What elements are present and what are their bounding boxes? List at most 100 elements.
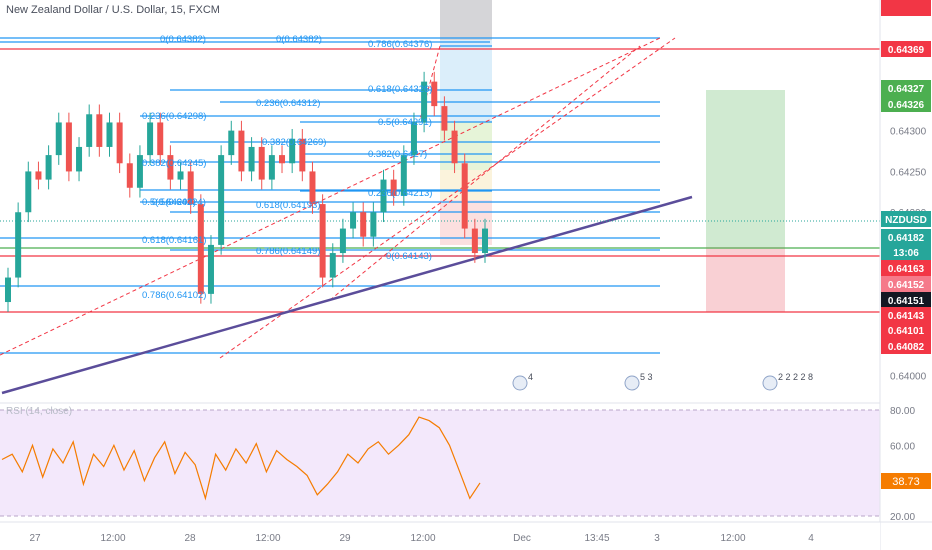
candle-body (218, 155, 225, 245)
time-tick-label: 12:00 (100, 533, 125, 544)
candle-body (339, 228, 346, 254)
candle-body (55, 122, 62, 156)
price-tick-label: 0.64000 (890, 372, 927, 383)
candle-body (65, 122, 72, 172)
price-label-box (881, 307, 931, 323)
price-label-box (881, 41, 931, 57)
time-tick-label: 4 (808, 533, 814, 544)
fib-level-label: 0.5(0.64291) (378, 117, 432, 128)
candle-body (248, 146, 255, 172)
candle-body (177, 171, 184, 180)
price-label-text: 0.64327 (888, 84, 925, 95)
candle-body (187, 171, 194, 205)
candle-body (207, 244, 214, 294)
candle-body (45, 155, 52, 180)
time-tick-label: Dec (513, 533, 531, 544)
candle-body (5, 277, 11, 303)
candle-body (319, 204, 326, 278)
fib-labels: 0(0.64382) 0(0.64382) 0.786(0.64376) 0.618(… (142, 34, 432, 301)
fib-level-label: 0(0.64382) (160, 34, 206, 45)
price-label-text: 0.64151 (888, 296, 925, 307)
fib-level-label: 0.236(0.64298) (142, 111, 206, 122)
fib-level-label: 0.5(0.64203) (142, 197, 196, 208)
event-label: 5 3 (640, 372, 653, 382)
candle-body (96, 114, 103, 147)
current-rsi-label: 38.73 (881, 473, 931, 489)
candle-body (106, 122, 113, 147)
rsi-tick-label: 60.00 (890, 441, 915, 452)
time-tick-label: 13:45 (584, 533, 609, 544)
event-icon (762, 375, 778, 391)
horizontal-lines[interactable] (0, 48, 880, 313)
candle-body (451, 130, 458, 164)
time-axis[interactable] (0, 522, 880, 550)
long-position-loss-zone[interactable] (706, 247, 785, 312)
price-label-text: 0.64082 (888, 0, 925, 3)
rsi-tick-label: 20.00 (890, 512, 915, 523)
fib-level-label: 0(0.64382) (276, 34, 322, 45)
candle-body (441, 106, 448, 131)
price-label-box (881, 96, 931, 112)
price-label-text: 13:06 (893, 248, 919, 259)
candle-body (431, 81, 438, 107)
candle-body (299, 138, 306, 172)
fib-level-label: 0.236(0.64213) (368, 188, 432, 199)
candle-body (329, 253, 336, 278)
candle-body (126, 163, 133, 188)
candle-body (461, 163, 468, 229)
event-label: 4 (528, 372, 533, 382)
price-label-text: 0.64101 (888, 326, 925, 337)
candle-body (370, 212, 377, 237)
candle-body (116, 122, 123, 164)
price-label-text: 0.64163 (888, 264, 925, 275)
price-axis-labels: 0.64369 0.64327 0.64326 NZDUSD 0.64182 13:06 0… (881, 0, 931, 354)
price-label-text: 0.64152 (888, 280, 925, 291)
time-tick-label: 27 (29, 533, 41, 544)
channel-line (329, 45, 641, 301)
candle-body (147, 122, 154, 156)
candle-body (258, 146, 265, 180)
price-label-box (881, 292, 931, 308)
candle-body (309, 171, 316, 205)
candle-body (380, 179, 387, 213)
candle-body (289, 138, 296, 164)
price-label-text: NZDUSD (885, 215, 927, 226)
fib-level-label: 0.236(0.64312) (256, 98, 320, 109)
price-tick-label: 0.64300 (890, 127, 927, 138)
candle-body (390, 179, 397, 196)
candle-body (400, 155, 407, 196)
candle-body (421, 81, 428, 123)
event-icon (512, 375, 528, 391)
event-markers[interactable]: 4 5 3 2 2 2 2 8 (512, 372, 813, 391)
fib-level-label: 0.618(0.64193) (256, 200, 320, 211)
candles (5, 71, 488, 312)
rsi-pane-background (0, 410, 880, 516)
fib-level-label: 0.786(0.64376) (368, 39, 432, 50)
price-label-box (881, 211, 931, 227)
fib-level-label: 0.382(0.64245) (142, 158, 206, 169)
channel-line (219, 37, 676, 359)
chart-title: New Zealand Dollar / U.S. Dollar, 15, FX… (6, 4, 220, 16)
price-label-box (881, 322, 931, 338)
time-axis-ticks: 27 12:00 28 12:00 29 12:00 Dec 13:45 3 12:00 4 (29, 533, 814, 544)
candle-body (136, 155, 143, 188)
time-tick-label: 12:00 (255, 533, 280, 544)
candle-body (197, 204, 204, 294)
candle-body (350, 212, 357, 229)
price-label-box (881, 0, 931, 16)
candle-body (86, 114, 93, 147)
fib-zone-green (440, 122, 492, 170)
price-label-box (881, 260, 931, 276)
price-label-text: 0.64182 (888, 233, 925, 244)
event-icon (624, 375, 640, 391)
fib-level-label: 0.382(0.64269) (262, 137, 326, 148)
trend-line[interactable] (1, 195, 693, 395)
time-tick-label: 12:00 (720, 533, 745, 544)
long-position-profit-zone[interactable] (706, 90, 785, 247)
candle-body (167, 155, 174, 180)
candle-body (279, 155, 286, 164)
candle-body (228, 130, 235, 156)
fib-zone-blue (440, 40, 492, 122)
candle-body (25, 171, 32, 213)
